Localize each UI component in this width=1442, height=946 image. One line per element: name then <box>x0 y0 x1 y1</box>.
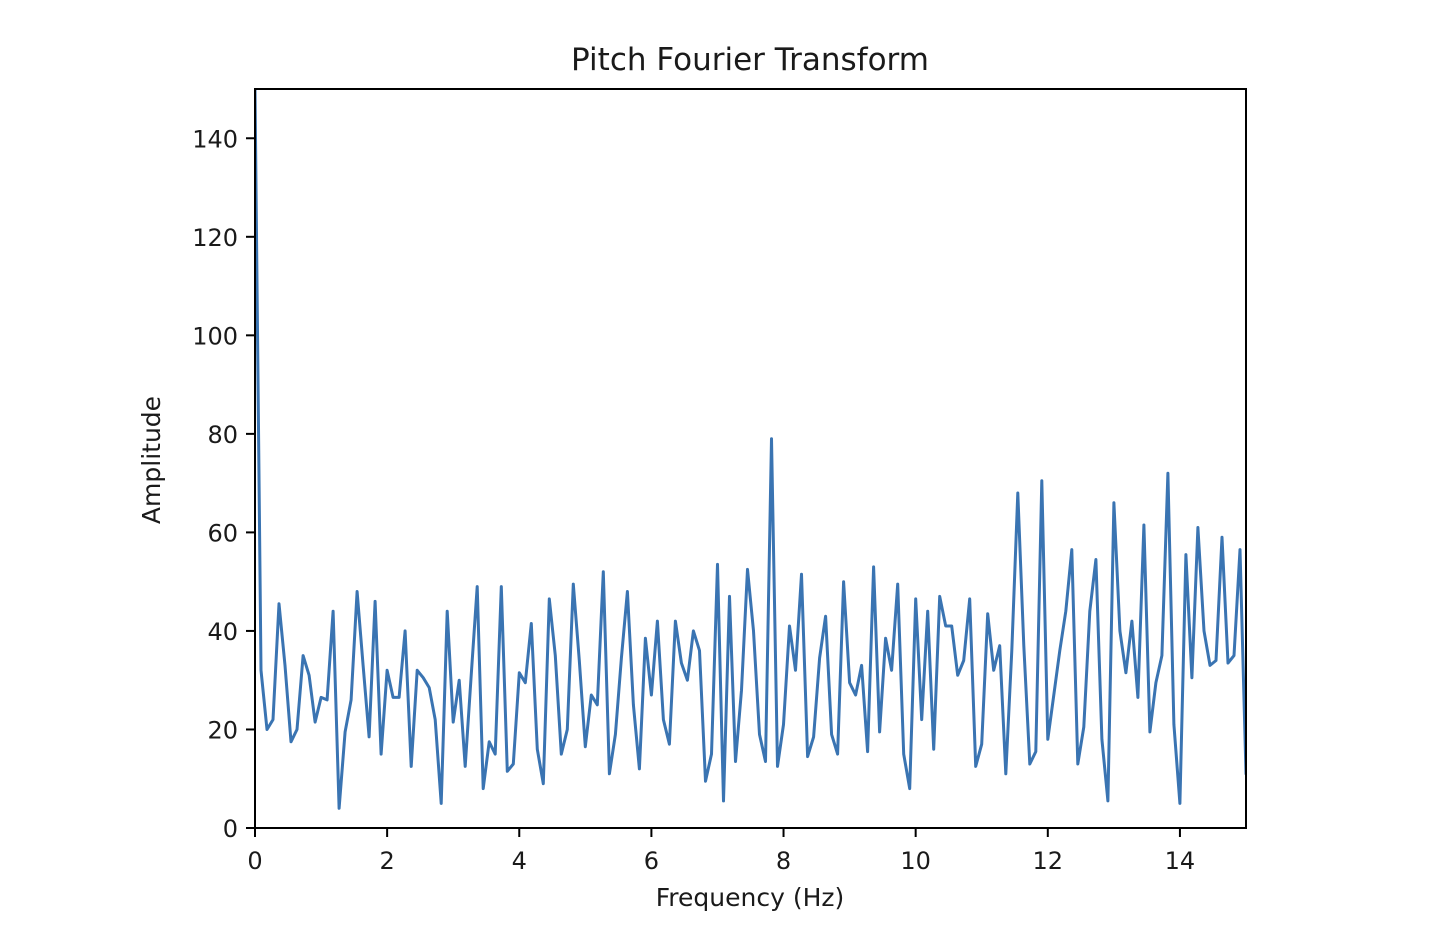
y-tick-label: 80 <box>207 421 238 449</box>
x-tick-label: 8 <box>776 847 791 875</box>
y-tick-label: 120 <box>192 224 238 252</box>
x-tick-label: 0 <box>247 847 262 875</box>
x-tick-label: 12 <box>1033 847 1064 875</box>
x-axis-label: Frequency (Hz) <box>656 883 845 912</box>
y-tick-label: 60 <box>207 519 238 547</box>
y-tick-label: 100 <box>192 322 238 350</box>
x-tick-label: 10 <box>900 847 931 875</box>
x-tick-label: 2 <box>379 847 394 875</box>
chart-title: Pitch Fourier Transform <box>571 42 929 78</box>
plot-frame <box>254 88 1247 829</box>
x-tick-label: 4 <box>512 847 527 875</box>
y-tick-label: 20 <box>207 716 238 744</box>
x-tick-label: 14 <box>1165 847 1196 875</box>
y-tick-label: 0 <box>223 815 238 843</box>
y-tick-label: 140 <box>192 125 238 153</box>
series-line-pitch-spectrum <box>255 89 1246 810</box>
y-axis-label: Amplitude <box>137 396 166 524</box>
x-tick-label: 6 <box>644 847 659 875</box>
y-tick-label: 40 <box>207 618 238 646</box>
